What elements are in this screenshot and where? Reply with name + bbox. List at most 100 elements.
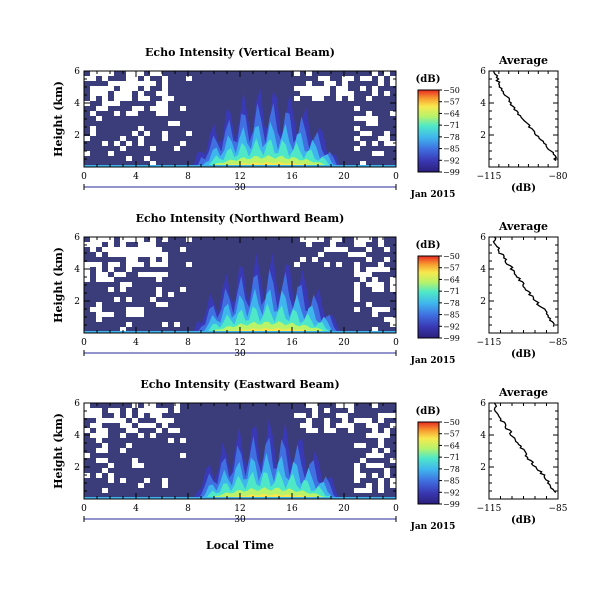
nodata-cell [372, 453, 378, 458]
nodata-cell [390, 478, 396, 483]
nodata-cell [378, 76, 384, 81]
nodata-cell [342, 76, 348, 81]
nodata-cell [102, 247, 108, 252]
y-tick-label: 4 [74, 265, 80, 275]
nodata-cell [324, 81, 330, 86]
nodata-cell [378, 453, 384, 458]
nodata-cell [126, 237, 132, 242]
nodata-cell [96, 116, 102, 121]
nodata-cell [390, 413, 396, 418]
nodata-cell [150, 146, 156, 151]
x-tick-label: 20 [338, 172, 350, 182]
nodata-cell [150, 262, 156, 267]
nodata-cell [96, 267, 102, 272]
nodata-cell [384, 267, 390, 272]
nodata-cell [126, 81, 132, 86]
nodata-cell [144, 156, 150, 161]
nodata-cell [186, 237, 192, 242]
profile-y-tick-label: 2 [480, 131, 486, 141]
nodata-cell [84, 151, 90, 156]
nodata-cell [126, 76, 132, 81]
nodata-cell [390, 317, 396, 322]
nodata-cell [348, 403, 354, 408]
nodata-cell [360, 418, 366, 423]
nodata-cell [348, 96, 354, 101]
nodata-cell [120, 478, 126, 483]
nodata-cell [300, 413, 306, 418]
nodata-cell [336, 403, 342, 408]
nodata-cell [150, 413, 156, 418]
nodata-cell [300, 86, 306, 91]
nodata-cell [156, 101, 162, 106]
nodata-cell [108, 86, 114, 91]
nodata-cell [330, 428, 336, 433]
nodata-cell [96, 473, 102, 478]
colorbar [417, 89, 440, 173]
nodata-cell [132, 111, 138, 116]
nodata-cell [300, 423, 306, 428]
nodata-cell [378, 136, 384, 141]
nodata-cell [132, 247, 138, 252]
nodata-cell [318, 76, 324, 81]
x-tick-label: 8 [185, 172, 191, 182]
nodata-cell [126, 413, 132, 418]
nodata-cell [138, 141, 144, 146]
nodata-cell [366, 237, 372, 242]
nodata-cell [126, 312, 132, 317]
nodata-cell [114, 252, 120, 257]
nodata-cell [384, 317, 390, 322]
nodata-cell [324, 408, 330, 413]
nodata-cell [90, 413, 96, 418]
nodata-cell [366, 267, 372, 272]
nodata-cell [348, 408, 354, 413]
nodata-cell [114, 91, 120, 96]
nodata-cell [114, 111, 120, 116]
nodata-cell [354, 272, 360, 277]
nodata-cell [90, 408, 96, 413]
nodata-cell [102, 433, 108, 438]
nodata-cell [384, 71, 390, 76]
nodata-cell [96, 166, 102, 171]
nodata-cell [336, 262, 342, 267]
nodata-cell [108, 312, 114, 317]
x-tick-label: 12 [234, 172, 245, 182]
nodata-cell [96, 428, 102, 433]
x-tick-label: 16 [286, 172, 298, 182]
nodata-cell [126, 428, 132, 433]
nodata-cell [126, 262, 132, 267]
colorbar-tick-label: −78 [443, 299, 460, 308]
nodata-cell [372, 91, 378, 96]
nodata-cell [144, 247, 150, 252]
nodata-cell [306, 428, 312, 433]
nodata-cell [150, 237, 156, 242]
nodata-cell [102, 312, 108, 317]
x-tick-label: 20 [338, 504, 350, 514]
nodata-cell [156, 292, 162, 297]
nodata-cell [354, 443, 360, 448]
nodata-cell [132, 76, 138, 81]
profile-y-tick-label: 6 [480, 233, 486, 243]
nodata-cell [318, 237, 324, 242]
nodata-cell [144, 86, 150, 91]
nodata-cell [378, 478, 384, 483]
nodata-cell [384, 131, 390, 136]
nodata-cell [156, 247, 162, 252]
colorbar-tick-label: −85 [443, 477, 460, 486]
nodata-cell [126, 322, 132, 327]
nodata-cell [90, 126, 96, 131]
nodata-cell [108, 252, 114, 257]
nodata-cell [360, 76, 366, 81]
x-tick-label: 12 [234, 504, 245, 514]
nodata-cell [156, 287, 162, 292]
nodata-cell [162, 86, 168, 91]
nodata-cell [162, 302, 168, 307]
nodata-cell [96, 277, 102, 282]
nodata-cell [306, 91, 312, 96]
nodata-cell [90, 111, 96, 116]
nodata-cell [102, 106, 108, 111]
nodata-cell [132, 81, 138, 86]
nodata-cell [120, 96, 126, 101]
nodata-cell [120, 418, 126, 423]
nodata-cell [336, 423, 342, 428]
